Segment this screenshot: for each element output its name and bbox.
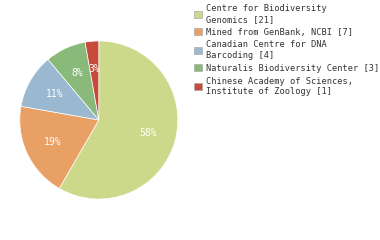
Wedge shape [21,60,99,120]
Wedge shape [20,106,99,188]
Text: 58%: 58% [139,128,157,138]
Wedge shape [85,41,99,120]
Text: 11%: 11% [46,89,63,99]
Text: 3%: 3% [89,64,100,74]
Wedge shape [59,41,178,199]
Legend: Centre for Biodiversity
Genomics [21], Mined from GenBank, NCBI [7], Canadian Ce: Centre for Biodiversity Genomics [21], M… [194,4,379,96]
Wedge shape [48,42,99,120]
Text: 8%: 8% [71,68,83,78]
Text: 19%: 19% [43,137,61,147]
